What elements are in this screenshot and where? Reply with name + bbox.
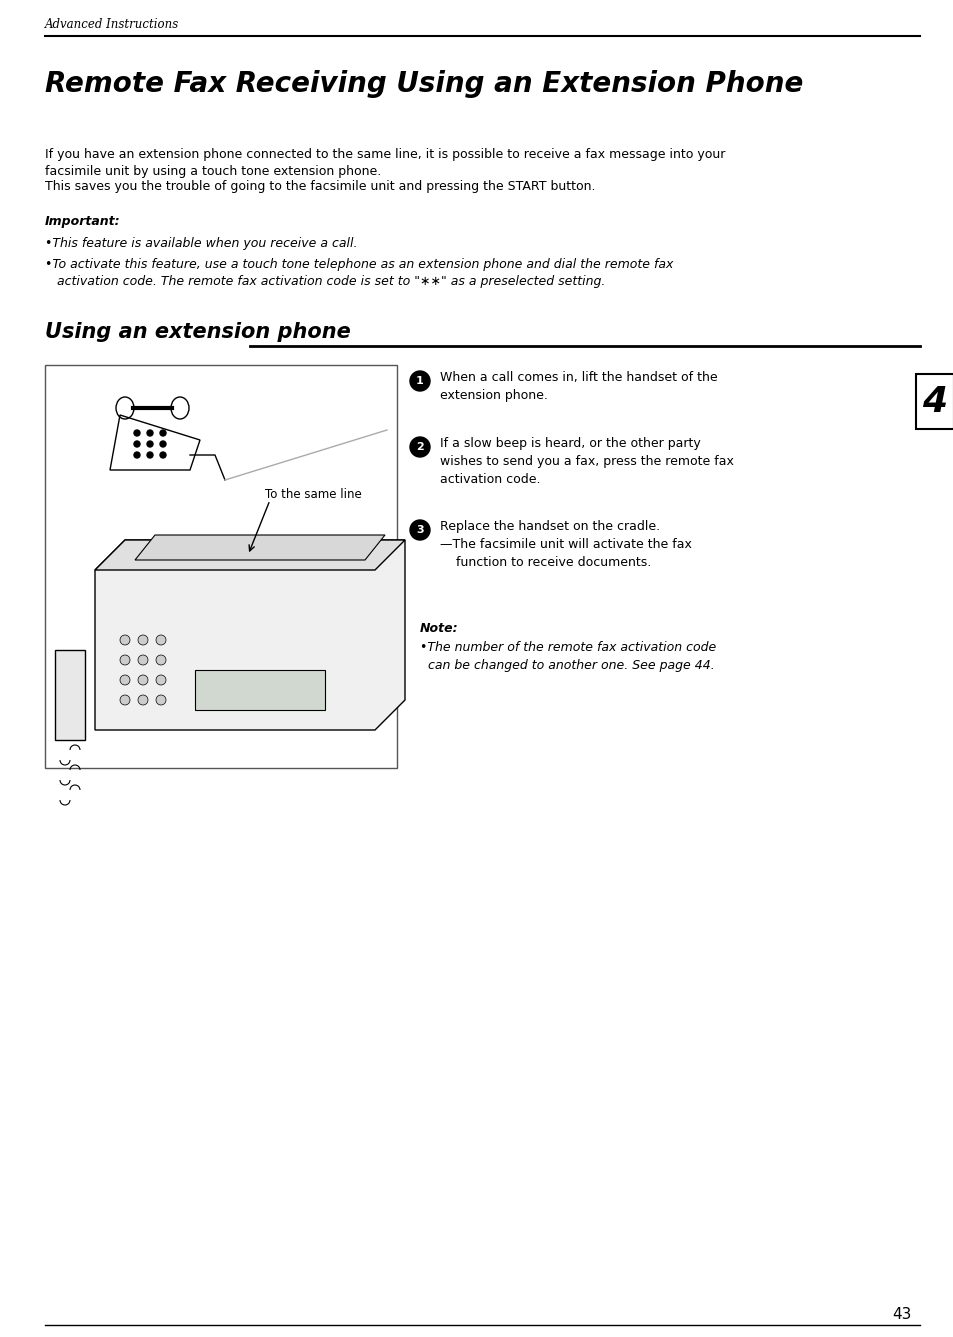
Text: Replace the handset on the cradle.
—The facsimile unit will activate the fax
   : Replace the handset on the cradle. —The … — [439, 520, 691, 570]
Text: 3: 3 — [416, 525, 423, 535]
Circle shape — [138, 655, 148, 664]
Circle shape — [156, 695, 166, 705]
Text: If a slow beep is heard, or the other party
wishes to send you a fax, press the : If a slow beep is heard, or the other pa… — [439, 437, 733, 487]
Text: 4: 4 — [922, 385, 946, 418]
Text: If you have an extension phone connected to the same line, it is possible to rec: If you have an extension phone connected… — [45, 148, 724, 178]
Text: •This feature is available when you receive a call.: •This feature is available when you rece… — [45, 237, 357, 250]
Text: activation code. The remote fax activation code is set to "∗∗" as a preselected : activation code. The remote fax activati… — [57, 275, 605, 287]
Text: Remote Fax Receiving Using an Extension Phone: Remote Fax Receiving Using an Extension … — [45, 70, 802, 98]
Bar — [915, 374, 953, 429]
Circle shape — [120, 675, 130, 685]
Bar — [45, 365, 396, 767]
Circle shape — [147, 431, 152, 436]
Circle shape — [156, 675, 166, 685]
Polygon shape — [135, 535, 385, 560]
Bar — [194, 670, 325, 710]
Polygon shape — [55, 650, 85, 739]
Circle shape — [133, 452, 140, 459]
Circle shape — [133, 431, 140, 436]
Circle shape — [410, 437, 430, 457]
Circle shape — [156, 655, 166, 664]
Circle shape — [156, 635, 166, 644]
Text: To the same line: To the same line — [265, 488, 361, 501]
Text: •To activate this feature, use a touch tone telephone as an extension phone and : •To activate this feature, use a touch t… — [45, 258, 673, 271]
Text: 43: 43 — [892, 1308, 911, 1322]
Text: Important:: Important: — [45, 215, 120, 229]
Text: 1: 1 — [416, 376, 423, 386]
Circle shape — [160, 431, 166, 436]
Text: When a call comes in, lift the handset of the
extension phone.: When a call comes in, lift the handset o… — [439, 370, 717, 402]
Circle shape — [160, 452, 166, 459]
Circle shape — [410, 370, 430, 390]
Text: This saves you the trouble of going to the facsimile unit and pressing the START: This saves you the trouble of going to t… — [45, 180, 595, 193]
Circle shape — [120, 635, 130, 644]
Circle shape — [138, 695, 148, 705]
Circle shape — [120, 695, 130, 705]
Polygon shape — [95, 540, 405, 570]
Circle shape — [147, 441, 152, 447]
Polygon shape — [95, 540, 405, 730]
Text: 2: 2 — [416, 443, 423, 452]
Text: •The number of the remote fax activation code
  can be changed to another one. S: •The number of the remote fax activation… — [419, 640, 716, 673]
Circle shape — [410, 520, 430, 540]
Text: Using an extension phone: Using an extension phone — [45, 322, 351, 342]
Circle shape — [133, 441, 140, 447]
Circle shape — [138, 675, 148, 685]
Text: Advanced Instructions: Advanced Instructions — [45, 17, 179, 31]
Circle shape — [147, 452, 152, 459]
Text: Note:: Note: — [419, 622, 458, 635]
Circle shape — [120, 655, 130, 664]
Circle shape — [160, 441, 166, 447]
Circle shape — [138, 635, 148, 644]
